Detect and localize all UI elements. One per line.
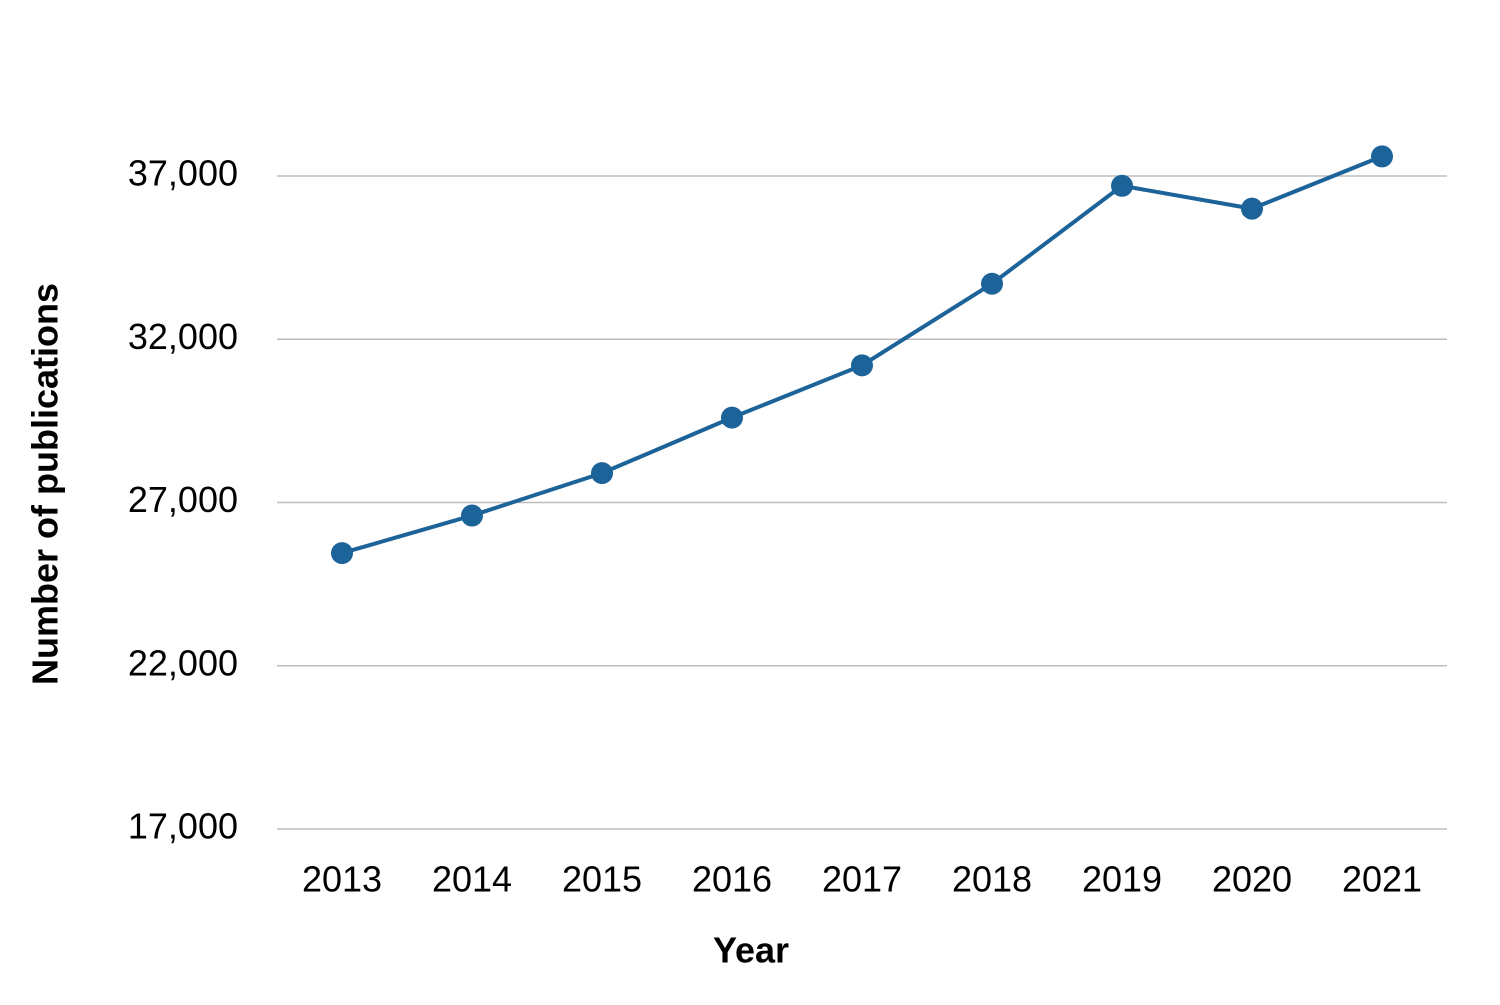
x-tick-label: 2019: [1082, 859, 1162, 900]
x-tick-label: 2018: [952, 859, 1032, 900]
point: [981, 272, 1003, 295]
point: [1371, 145, 1393, 168]
x-tick-label: 2021: [1342, 859, 1422, 900]
y-tick-label: 17,000: [128, 806, 238, 847]
point: [851, 354, 873, 377]
point: [1111, 174, 1133, 197]
x-tick-label: 2013: [302, 859, 382, 900]
x-tick-label: 2016: [692, 859, 772, 900]
y-tick-label: 27,000: [128, 479, 238, 520]
y-tick-label: 22,000: [128, 642, 238, 683]
point: [461, 504, 483, 527]
point: [591, 462, 613, 485]
y-tick-label: 37,000: [128, 153, 238, 194]
point: [331, 542, 353, 565]
x-tick-label: 2014: [432, 859, 512, 900]
x-tick-label: 2017: [822, 859, 902, 900]
x-tick-label: 2015: [562, 859, 642, 900]
y-tick-label: 32,000: [128, 316, 238, 357]
point: [1241, 197, 1263, 220]
x-tick-label: 2020: [1212, 859, 1292, 900]
point: [721, 406, 743, 429]
y-axis-label: Number of publications: [25, 283, 66, 685]
x-axis-label: Year: [713, 930, 789, 971]
